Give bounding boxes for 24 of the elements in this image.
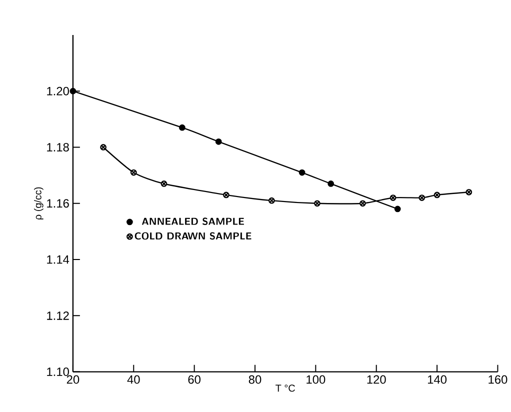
- y-tick-label: 1.18: [47, 143, 69, 152]
- x-tick-label: 40: [127, 375, 140, 384]
- x-tick-label: 100: [306, 375, 326, 384]
- x-tick-label: 160: [488, 375, 508, 384]
- point: [298, 169, 306, 176]
- x-tick-label: 120: [367, 375, 386, 384]
- y-tick-label: 1.16: [47, 199, 69, 208]
- x-tick-label: 20: [66, 375, 80, 384]
- point: [394, 206, 401, 212]
- y-tick-label: 1.20: [47, 86, 69, 96]
- point: [328, 180, 334, 188]
- x-axis-title: T °C: [276, 384, 295, 392]
- y-tick-label: 1.12: [47, 312, 69, 320]
- legend-label: COLD DRAWN SAMPLE: [134, 232, 252, 240]
- point: [178, 124, 186, 131]
- legend-label: ANNEALED SAMPLE: [142, 218, 244, 226]
- y-axis-title: ρ (g/cc): [34, 187, 44, 220]
- point: [70, 88, 76, 94]
- x-tick-label: 140: [428, 375, 447, 384]
- x-tick-label: 80: [248, 375, 262, 384]
- x-tick-label: 60: [188, 375, 200, 384]
- point: [215, 138, 222, 145]
- y-tick-label: 1.10: [47, 368, 69, 376]
- y-tick-label: 1.14: [47, 256, 70, 264]
